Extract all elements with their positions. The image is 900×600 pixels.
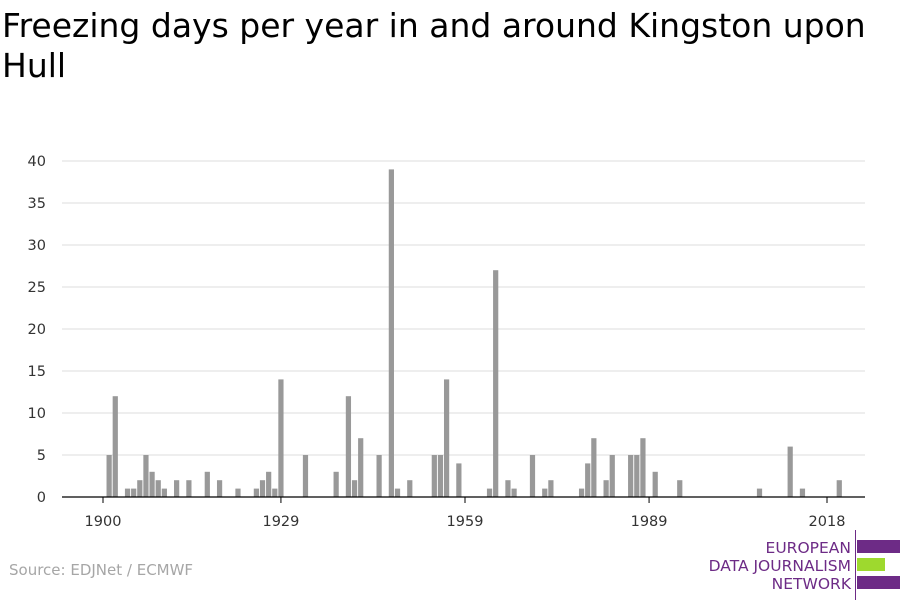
y-tick-label: 15 (28, 364, 46, 380)
logo-separator (855, 530, 856, 600)
bar[interactable] (278, 379, 284, 497)
x-tick-label: 1959 (447, 514, 484, 530)
y-tick-label: 35 (28, 196, 46, 212)
bar[interactable] (756, 488, 763, 497)
logo-text-european: EUROPEAN (765, 539, 851, 557)
bar[interactable] (124, 488, 131, 497)
bar[interactable] (437, 455, 444, 497)
bar[interactable] (548, 480, 554, 497)
bar[interactable] (143, 455, 149, 497)
x-tick-label: 1900 (85, 514, 122, 530)
y-tick-label: 40 (28, 154, 46, 170)
bar[interactable] (493, 270, 499, 497)
bar[interactable] (333, 471, 339, 497)
bar[interactable] (161, 488, 167, 497)
bar[interactable] (443, 379, 450, 497)
bar[interactable] (204, 471, 210, 497)
bar[interactable] (149, 471, 155, 497)
bar[interactable] (529, 455, 536, 497)
bar[interactable] (799, 488, 806, 497)
edjnet-logo[interactable]: EUROPEAN DATA JOURNALISM NETWORK (700, 530, 900, 600)
bar[interactable] (431, 455, 437, 497)
bar[interactable] (456, 463, 462, 497)
logo-bar-purple-bottom (857, 576, 900, 589)
logo-text-data-journalism: DATA JOURNALISM (708, 557, 851, 575)
bars (106, 169, 842, 497)
bar[interactable] (640, 438, 646, 497)
bar[interactable] (486, 488, 493, 497)
bar[interactable] (174, 480, 180, 497)
bar[interactable] (235, 488, 241, 497)
x-tick-label: 1989 (631, 514, 668, 530)
bar[interactable] (609, 455, 615, 497)
y-tick-label: 0 (37, 490, 46, 506)
logo-bar-purple-top (857, 540, 900, 553)
bar[interactable] (591, 438, 597, 497)
bar[interactable] (137, 480, 143, 497)
bar[interactable] (652, 471, 658, 497)
bar[interactable] (345, 396, 352, 497)
bar[interactable] (578, 488, 585, 497)
bar[interactable] (394, 488, 401, 497)
x-tick-label: 1929 (262, 514, 299, 530)
bar[interactable] (302, 455, 309, 497)
x-tick-label: 2018 (809, 514, 846, 530)
bar[interactable] (787, 446, 793, 497)
bar[interactable] (186, 480, 192, 497)
bar[interactable] (407, 480, 413, 497)
bar[interactable] (351, 480, 358, 497)
grid-lines (62, 160, 865, 456)
bar[interactable] (112, 396, 118, 497)
bar[interactable] (272, 488, 278, 497)
bar[interactable] (505, 480, 511, 497)
bar[interactable] (511, 488, 517, 497)
bar[interactable] (253, 488, 259, 497)
y-tick-label: 5 (37, 448, 46, 464)
bar[interactable] (603, 480, 609, 497)
bar[interactable] (106, 455, 112, 497)
bar[interactable] (155, 480, 161, 497)
bar[interactable] (266, 471, 272, 497)
bar[interactable] (836, 480, 842, 497)
bar-chart: 0 5 10 15 20 25 30 35 40 1900 1929 1959 1989 2018 (28, 154, 865, 530)
bar[interactable] (358, 438, 364, 497)
y-tick-label: 20 (28, 322, 46, 338)
y-tick-label: 10 (28, 406, 46, 422)
bar[interactable] (216, 480, 223, 497)
bar[interactable] (585, 463, 591, 497)
y-tick-label: 25 (28, 280, 46, 296)
bar[interactable] (388, 169, 394, 497)
y-tick-label: 30 (28, 238, 46, 254)
chart-title: Freezing days per year in and around Kin… (2, 6, 866, 85)
axes: 0 5 10 15 20 25 30 35 40 1900 1929 1959 1989 2018 (28, 154, 865, 530)
logo-text-network: NETWORK (771, 575, 851, 593)
bar[interactable] (628, 455, 634, 497)
bar[interactable] (131, 488, 137, 497)
bar[interactable] (259, 480, 266, 497)
bar[interactable] (634, 455, 640, 497)
bar[interactable] (376, 455, 382, 497)
bar[interactable] (677, 480, 683, 497)
logo-bar-green (857, 558, 885, 571)
source-note: Source: EDJNet / ECMWF (9, 561, 194, 579)
bar[interactable] (542, 488, 548, 497)
